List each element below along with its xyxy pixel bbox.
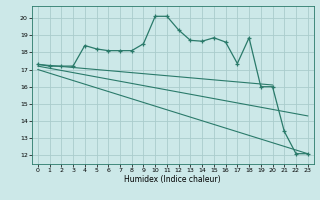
X-axis label: Humidex (Indice chaleur): Humidex (Indice chaleur)	[124, 175, 221, 184]
